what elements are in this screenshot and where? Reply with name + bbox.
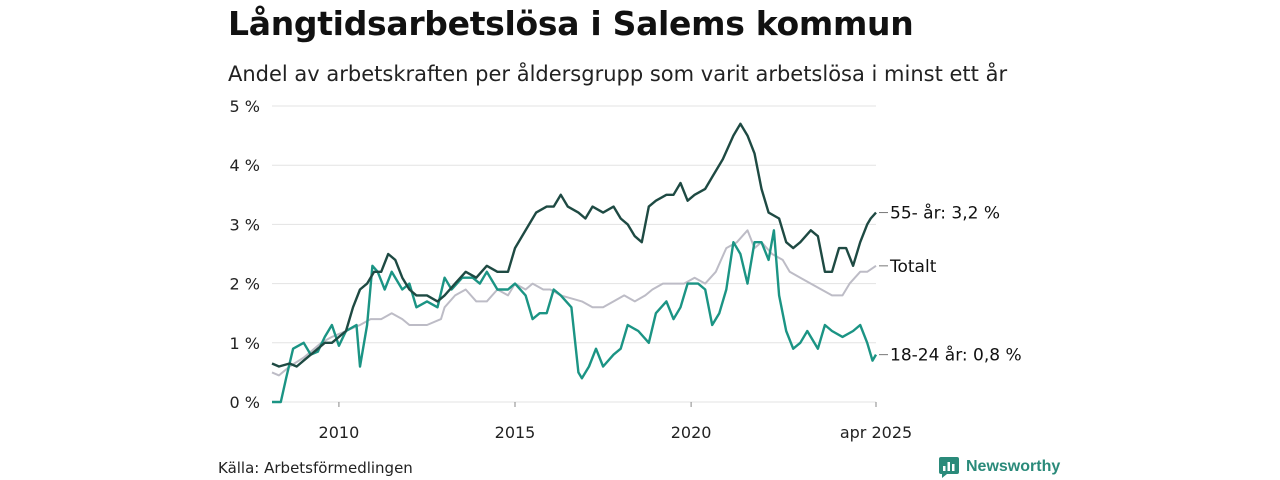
y-tick-label: 3 % <box>230 215 260 234</box>
series-end-label: Totalt <box>889 257 937 277</box>
x-tick-label: apr 2025 <box>840 423 912 442</box>
brand-name: Newsworthy <box>966 458 1061 475</box>
x-tick-label: 2015 <box>495 423 536 442</box>
y-tick-label: 5 % <box>230 97 260 116</box>
source-note: Källa: Arbetsförmedlingen <box>218 459 413 477</box>
y-tick-label: 1 % <box>230 334 260 353</box>
newsworthy-logo-icon <box>939 457 959 478</box>
x-tick-label: 2010 <box>319 423 360 442</box>
y-axis: 0 % 1 % 2 % 3 % 4 % 5 % <box>230 97 260 412</box>
series-line <box>272 229 878 404</box>
chart-title: Långtidsarbetslösa i Salems kommun <box>228 4 914 43</box>
series-line <box>271 229 877 377</box>
series-end-label: 55- år: 3,2 % <box>890 203 1000 224</box>
series-line <box>271 122 877 368</box>
brand-logo: Newsworthy <box>938 456 1060 478</box>
series-end-labels: Totalt 18-24 år: 0,8 % 55- år: 3,2 % <box>879 203 1022 366</box>
x-axis: 2010 2015 2020 apr 2025 <box>319 402 912 442</box>
y-tick-label: 2 % <box>230 275 260 294</box>
series-end-label: 18-24 år: 0,8 % <box>890 345 1022 366</box>
gridlines <box>272 105 876 403</box>
y-tick-label: 4 % <box>230 156 260 175</box>
chart-subtitle: Andel av arbetskraften per åldersgrupp s… <box>228 62 1008 86</box>
y-tick-label: 0 % <box>230 393 260 412</box>
x-tick-label: 2020 <box>671 423 712 442</box>
series-lines <box>271 122 878 404</box>
